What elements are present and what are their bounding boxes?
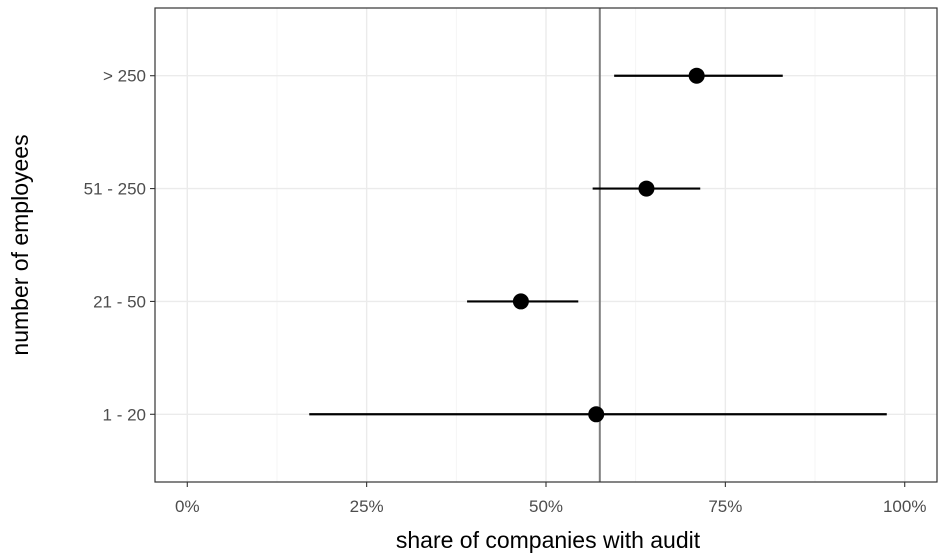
y-tick-label: > 250 [103, 67, 146, 86]
data-point [588, 406, 605, 423]
x-tick-label: 0% [175, 497, 200, 516]
x-tick-label: 25% [350, 497, 384, 516]
x-tick-label: 100% [883, 497, 926, 516]
y-axis-title: number of employees [7, 134, 33, 355]
grid-layer [155, 8, 937, 482]
error-bars-layer [309, 74, 887, 416]
y-tick-label: 21 - 50 [93, 292, 146, 311]
points-layer [512, 67, 705, 423]
y-axis: 1 - 20 21 - 50 51 - 250 > 250 [84, 67, 155, 424]
x-tick-label: 75% [708, 497, 742, 516]
y-tick-label: 1 - 20 [103, 405, 146, 424]
x-tick-label: 50% [529, 497, 563, 516]
x-axis: 0% 25% 50% 75% 100% [175, 482, 926, 516]
y-tick-label: 51 - 250 [84, 180, 146, 199]
data-point [688, 67, 705, 84]
x-axis-title: share of companies with audit [396, 527, 701, 553]
data-point [638, 180, 655, 197]
data-point [512, 293, 529, 310]
